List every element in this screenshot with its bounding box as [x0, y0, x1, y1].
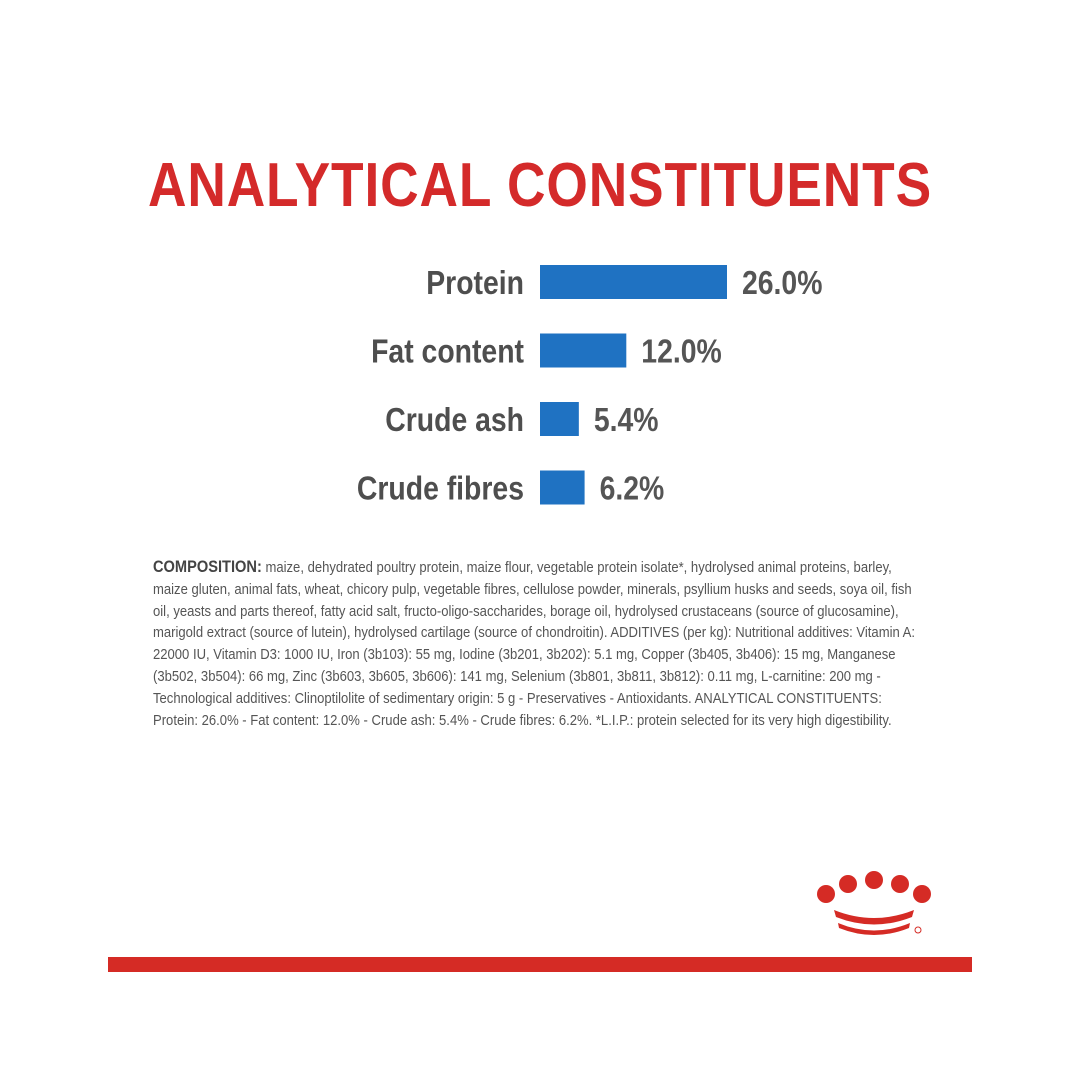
value-label: 12.0%: [641, 332, 721, 370]
composition-label: COMPOSITION:: [153, 557, 262, 576]
composition-text: COMPOSITION: maize, dehydrated poultry p…: [153, 556, 927, 731]
bar-chart: Protein 26.0% Fat content 12.0% Crude ash 5.4…: [357, 264, 823, 507]
category-label: Crude fibres: [357, 469, 524, 507]
value-label: 26.0%: [742, 264, 822, 302]
bottom-accent-bar: [108, 957, 972, 972]
value-label: 6.2%: [600, 469, 665, 507]
value-label: 5.4%: [594, 401, 659, 439]
bar: [540, 333, 627, 368]
category-label: Crude ash: [385, 401, 524, 439]
category-label: Fat content: [371, 332, 524, 370]
chart-title: ANALYTICAL CONSTITUENTS: [147, 151, 933, 220]
category-label: Protein: [426, 264, 524, 302]
crown-icon: [817, 871, 931, 935]
bar: [540, 265, 727, 299]
bar: [540, 470, 585, 505]
bar: [540, 402, 579, 436]
composition-body: maize, dehydrated poultry protein, maize…: [153, 559, 916, 729]
